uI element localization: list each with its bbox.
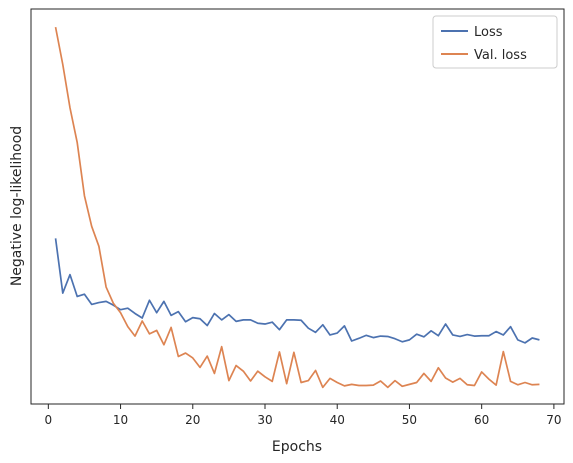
x-tick-label: 50: [402, 413, 417, 427]
x-tick-label: 60: [474, 413, 489, 427]
series-line-loss: [54, 238, 540, 344]
legend-label-loss: Loss: [474, 25, 503, 40]
x-tick-label: 70: [546, 413, 561, 427]
x-tick-label: 20: [185, 413, 200, 427]
x-tick-label: 30: [257, 413, 272, 427]
x-axis-ticks: 0 10 20 30 40 50 60 70: [45, 404, 562, 427]
legend-label-val-loss: Val. loss: [474, 48, 527, 63]
series-layer: [54, 26, 540, 389]
x-tick-label: 40: [330, 413, 345, 427]
series-line-val-loss: [54, 26, 540, 389]
legend: Loss Val. loss: [432, 15, 558, 69]
x-axis-title: Epochs: [272, 439, 322, 455]
plot-area: [30, 8, 565, 405]
x-tick-label: 10: [113, 413, 128, 427]
y-axis-title: Negative log-likelihood: [9, 126, 25, 286]
x-tick-label: 0: [45, 413, 53, 427]
